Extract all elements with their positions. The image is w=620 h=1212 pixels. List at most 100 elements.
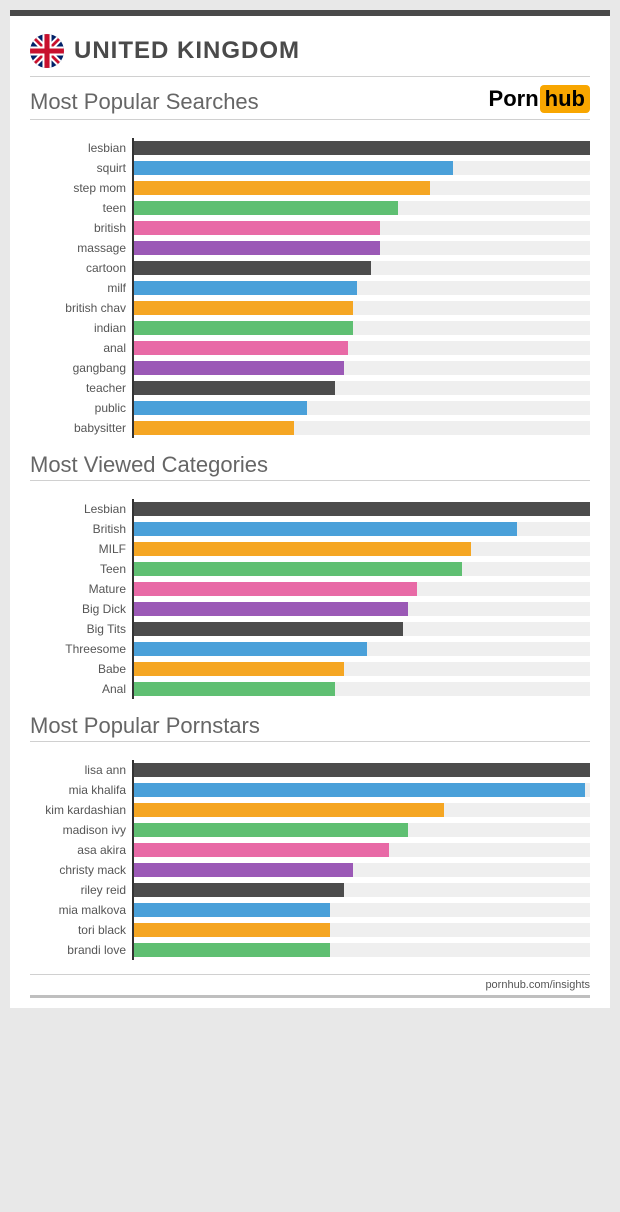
bar-label: christy mack [30, 863, 132, 877]
bar-fill [134, 542, 471, 556]
bar-row: Big Dick [30, 599, 590, 619]
bar-label: squirt [30, 161, 132, 175]
divider [30, 741, 590, 742]
bar-label: Big Tits [30, 622, 132, 636]
bar-track [132, 178, 590, 198]
bar-row: indian [30, 318, 590, 338]
bar-label: milf [30, 281, 132, 295]
bar-fill [134, 783, 585, 797]
bar-row: step mom [30, 178, 590, 198]
bar-fill [134, 923, 330, 937]
bar-row: Teen [30, 559, 590, 579]
bar-track [132, 258, 590, 278]
chart-searches: lesbian squirt step mom teen britishmassage c… [30, 138, 590, 438]
bar-track [132, 158, 590, 178]
bar-track [132, 679, 590, 699]
bar-track [132, 559, 590, 579]
section-title: Most Popular Searches [30, 89, 259, 115]
bar-track [132, 358, 590, 378]
bar-row: milf [30, 278, 590, 298]
bar-row: asa akira [30, 840, 590, 860]
bar-fill [134, 642, 367, 656]
divider [30, 119, 590, 120]
bar-label: anal [30, 341, 132, 355]
bar-track [132, 198, 590, 218]
bar-row: gangbang [30, 358, 590, 378]
bar-row: massage [30, 238, 590, 258]
bar-fill [134, 502, 590, 516]
bar-track [132, 499, 590, 519]
bar-fill [134, 181, 430, 195]
bar-row: teen [30, 198, 590, 218]
bar-track [132, 579, 590, 599]
bar-row: kim kardashian [30, 800, 590, 820]
bar-row: madison ivy [30, 820, 590, 840]
bar-label: Mature [30, 582, 132, 596]
header: UNITED KINGDOM [30, 34, 590, 68]
bar-track [132, 619, 590, 639]
bar-row: Lesbian [30, 499, 590, 519]
bar-fill [134, 682, 335, 696]
bar-fill [134, 401, 307, 415]
bar-track [132, 278, 590, 298]
bar-label: lisa ann [30, 763, 132, 777]
bar-fill [134, 622, 403, 636]
bar-label: british chav [30, 301, 132, 315]
bar-label: Anal [30, 682, 132, 696]
bar-fill [134, 843, 389, 857]
bar-track [132, 378, 590, 398]
infographic-card: UNITED KINGDOM Most Popular Searches Por… [10, 10, 610, 1008]
bar-row: babysitter [30, 418, 590, 438]
bar-row: Babe [30, 659, 590, 679]
bar-label: indian [30, 321, 132, 335]
bar-row: British [30, 519, 590, 539]
bar-track [132, 599, 590, 619]
bar-track [132, 880, 590, 900]
bar-row: brandi love [30, 940, 590, 960]
bar-fill [134, 421, 294, 435]
bar-row: anal [30, 338, 590, 358]
bar-track [132, 519, 590, 539]
bar-label: British [30, 522, 132, 536]
bar-track [132, 900, 590, 920]
bar-row: MILF [30, 539, 590, 559]
bar-row: british chav [30, 298, 590, 318]
bar-track [132, 800, 590, 820]
bar-track [132, 539, 590, 559]
bar-fill [134, 281, 357, 295]
bar-label: cartoon [30, 261, 132, 275]
bar-fill [134, 161, 453, 175]
bar-label: tori black [30, 923, 132, 937]
bar-label: Teen [30, 562, 132, 576]
bar-row: Threesome [30, 639, 590, 659]
subhead-row: Most Popular Searches Porn hub [30, 81, 590, 117]
bar-track [132, 238, 590, 258]
bar-label: riley reid [30, 883, 132, 897]
bar-row: lesbian [30, 138, 590, 158]
bar-track [132, 218, 590, 238]
bar-track [132, 639, 590, 659]
bar-label: Babe [30, 662, 132, 676]
bar-row: british [30, 218, 590, 238]
bar-label: public [30, 401, 132, 415]
bar-fill [134, 241, 380, 255]
bar-row: squirt [30, 158, 590, 178]
bar-track [132, 659, 590, 679]
bar-track [132, 760, 590, 780]
bar-fill [134, 883, 344, 897]
divider [30, 76, 590, 77]
bar-label: Threesome [30, 642, 132, 656]
bar-row: public [30, 398, 590, 418]
bar-label: teen [30, 201, 132, 215]
bar-track [132, 138, 590, 158]
bar-fill [134, 221, 380, 235]
bar-row: mia malkova [30, 900, 590, 920]
bar-track [132, 298, 590, 318]
bar-label: asa akira [30, 843, 132, 857]
bar-fill [134, 662, 344, 676]
footer-credit: pornhub.com/insights [30, 974, 590, 998]
bar-fill [134, 863, 353, 877]
bar-fill [134, 141, 590, 155]
bar-fill [134, 341, 348, 355]
bar-fill [134, 261, 371, 275]
